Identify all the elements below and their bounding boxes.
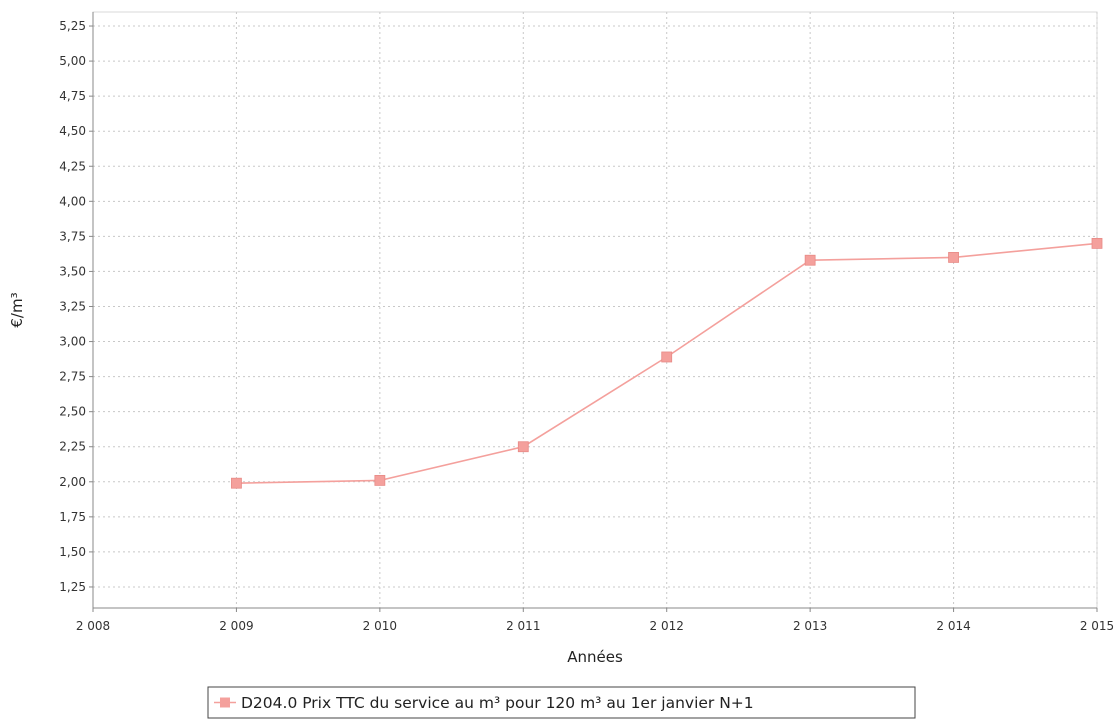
legend-marker	[220, 697, 230, 708]
axes	[92, 12, 1097, 609]
y-tick-label: 4,25	[59, 159, 86, 173]
gridlines	[92, 12, 1098, 608]
y-tick-label: 1,75	[59, 510, 86, 524]
y-tick-label: 5,00	[59, 54, 86, 68]
y-tick-label: 5,25	[59, 19, 86, 33]
y-axis-ticks: 1,25 1,50 1,75 2,00 2,25 2,50 2,75 3,00 3,25 3,50…	[59, 19, 93, 594]
y-tick-label: 2,75	[59, 370, 86, 384]
y-tick-label: 4,50	[59, 124, 86, 138]
data-point	[804, 254, 816, 266]
x-axis-title: Années	[567, 648, 623, 666]
x-axis-ticks: 2 008 2 009 2 010 2 011 2 012 2 013 2 014 2 015	[76, 608, 1114, 633]
y-tick-label: 3,75	[59, 229, 86, 243]
data-point	[374, 474, 386, 486]
y-tick-label: 1,50	[59, 545, 86, 559]
y-axis-title: €/m³	[8, 292, 26, 327]
data-point	[948, 252, 959, 263]
x-tick-label: 2 012	[650, 619, 684, 633]
y-tick-label: 2,25	[59, 440, 86, 454]
legend-entry-label: D204.0 Prix TTC du service au m³ pour 12…	[241, 694, 754, 712]
plot-background	[92, 11, 1098, 609]
y-tick-label: 3,25	[59, 299, 86, 313]
legend: D204.0 Prix TTC du service au m³ pour 12…	[207, 686, 916, 719]
y-tick-label: 2,50	[59, 405, 86, 419]
y-tick-label: 3,00	[59, 335, 86, 349]
x-tick-label: 2 008	[76, 619, 110, 633]
data-point	[517, 441, 529, 453]
data-point	[661, 351, 673, 363]
x-tick-label: 2 010	[363, 619, 397, 633]
y-tick-label: 4,75	[59, 89, 86, 103]
legend-box	[207, 686, 916, 719]
x-tick-label: 2 013	[793, 619, 827, 633]
y-tick-label: 3,50	[59, 264, 86, 278]
x-tick-label: 2 015	[1080, 619, 1114, 633]
y-tick-label: 1,25	[59, 580, 86, 594]
series-layer	[231, 237, 1103, 489]
y-tick-label: 4,00	[59, 194, 86, 208]
x-tick-label: 2 014	[936, 619, 970, 633]
y-tick-label: 2,00	[59, 475, 86, 489]
data-point	[1091, 237, 1103, 249]
data-point	[231, 477, 242, 489]
x-tick-label: 2 009	[219, 619, 253, 633]
plot-area	[92, 11, 1098, 609]
x-tick-label: 2 011	[506, 619, 540, 633]
